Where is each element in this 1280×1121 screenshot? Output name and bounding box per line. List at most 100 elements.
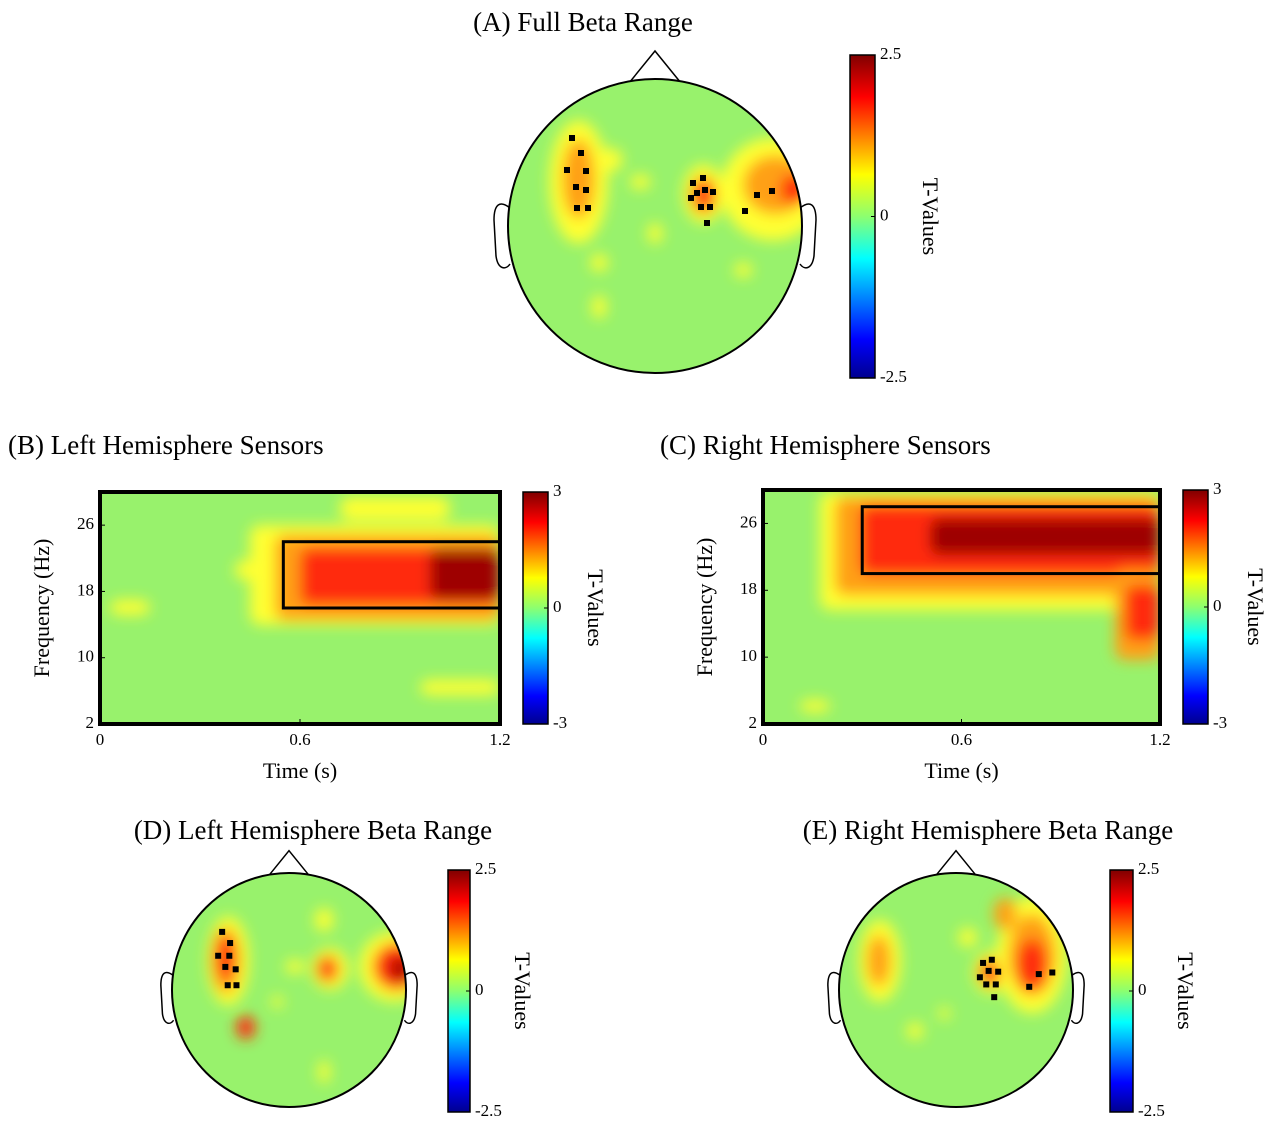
panel-title: (A) Full Beta Range xyxy=(473,7,693,37)
heat xyxy=(858,896,1068,1040)
heat-blob xyxy=(867,935,891,987)
nose xyxy=(267,849,311,877)
sensor xyxy=(769,188,775,194)
heat-blob xyxy=(906,1022,924,1040)
sensor xyxy=(742,208,748,214)
heat-blob xyxy=(314,908,334,932)
heat-blob xyxy=(340,497,450,520)
head-outline xyxy=(838,872,1074,1108)
heat-blur xyxy=(858,896,1068,1040)
sensor xyxy=(992,981,999,988)
sensor xyxy=(988,956,995,963)
colorbar-tick-label: 0 xyxy=(475,980,484,999)
colorbar-tick-label: 0 xyxy=(880,205,889,224)
sensor xyxy=(578,150,584,156)
heat-blob xyxy=(390,957,406,981)
sensor xyxy=(702,187,708,193)
sensor xyxy=(688,195,694,201)
head-outline xyxy=(507,78,803,374)
y-tick-label: 10 xyxy=(77,647,94,666)
y-axis-label: Frequency (Hz) xyxy=(692,538,717,677)
sensor xyxy=(1035,971,1042,978)
heat-blob xyxy=(734,262,753,278)
sensor xyxy=(690,180,696,186)
sensor xyxy=(573,184,579,190)
heat-blob xyxy=(599,148,623,172)
colorbar-tick-label: -2.5 xyxy=(1138,1101,1165,1120)
colorbar-label: T-Values xyxy=(583,569,608,646)
y-tick-label: 10 xyxy=(740,646,757,665)
heat xyxy=(110,497,500,695)
x-tick-label: 1.2 xyxy=(1149,730,1170,749)
panel-title: (C) Right Hemisphere Sensors xyxy=(660,430,991,460)
x-axis-label: Time (s) xyxy=(263,758,337,783)
x-tick-label: 0 xyxy=(759,730,768,749)
colorbar-tick-label: 3 xyxy=(553,481,562,500)
sensor xyxy=(232,966,239,973)
sensor xyxy=(583,187,589,193)
heat-blob xyxy=(562,139,595,219)
heat-blob xyxy=(630,174,651,190)
sensor xyxy=(976,974,983,981)
heat-blur xyxy=(800,492,1160,712)
heat xyxy=(207,908,406,1084)
heat-blob xyxy=(285,959,305,974)
heat-blob xyxy=(743,155,802,215)
heat-blob xyxy=(110,600,150,615)
heat-blur xyxy=(110,497,500,695)
sensor xyxy=(707,204,713,210)
head-outline xyxy=(171,872,407,1108)
sensor xyxy=(985,967,992,974)
colorbar-label: T-Values xyxy=(510,952,535,1029)
colorbar-tick-label: -3 xyxy=(553,713,567,732)
heat-blob xyxy=(271,995,284,1008)
head xyxy=(493,49,817,374)
sensor xyxy=(1049,969,1056,976)
head xyxy=(827,849,1085,1108)
colorbar-tick-label: 0 xyxy=(1138,980,1147,999)
sensor xyxy=(698,204,704,210)
ear xyxy=(403,971,418,1025)
colorbar-label: T-Values xyxy=(918,178,943,255)
x-axis-label: Time (s) xyxy=(924,758,998,783)
x-tick-label: 0 xyxy=(96,730,105,749)
nose xyxy=(628,49,682,84)
heat-blob xyxy=(938,1007,951,1020)
y-axis-label: Frequency (Hz) xyxy=(29,539,54,678)
ear xyxy=(493,203,511,269)
heat-blob xyxy=(1125,585,1160,640)
colorbar-tick-label: 0 xyxy=(553,597,562,616)
colorbar-tick-label: -3 xyxy=(1213,713,1227,732)
heat-blob xyxy=(591,295,607,319)
heat xyxy=(800,492,1160,712)
colorbar-tick-label: 2.5 xyxy=(475,859,496,878)
sensor xyxy=(694,190,700,196)
colorbar-tick-label: 0 xyxy=(1213,596,1222,615)
heat-blob xyxy=(647,223,663,244)
ear xyxy=(799,203,817,269)
panel-title: (B) Left Hemisphere Sensors xyxy=(8,430,324,460)
heat-blob xyxy=(800,700,830,712)
ear xyxy=(827,971,842,1025)
ear xyxy=(160,971,175,1025)
sensor xyxy=(226,952,233,959)
sensor xyxy=(704,220,710,226)
x-tick-label: 0.6 xyxy=(951,730,972,749)
colorbar-tick-label: 2.5 xyxy=(880,44,901,63)
colorbar xyxy=(522,491,549,725)
sensor xyxy=(583,168,589,174)
sensor xyxy=(991,994,998,1001)
heat-blob xyxy=(958,927,978,947)
sensor xyxy=(215,952,222,959)
panel-title: (E) Right Hemisphere Beta Range xyxy=(803,815,1173,845)
colorbar-tick-label: -2.5 xyxy=(880,367,907,386)
heat-blob xyxy=(317,956,339,982)
sensor xyxy=(564,167,570,173)
heat-blob xyxy=(779,174,802,204)
colorbar-label: T-Values xyxy=(1243,568,1268,645)
heat-blob xyxy=(1016,938,1048,990)
colorbar-tick-label: -2.5 xyxy=(475,1101,502,1120)
colorbar-tick-label: 3 xyxy=(1213,479,1222,498)
ear xyxy=(1070,971,1085,1025)
